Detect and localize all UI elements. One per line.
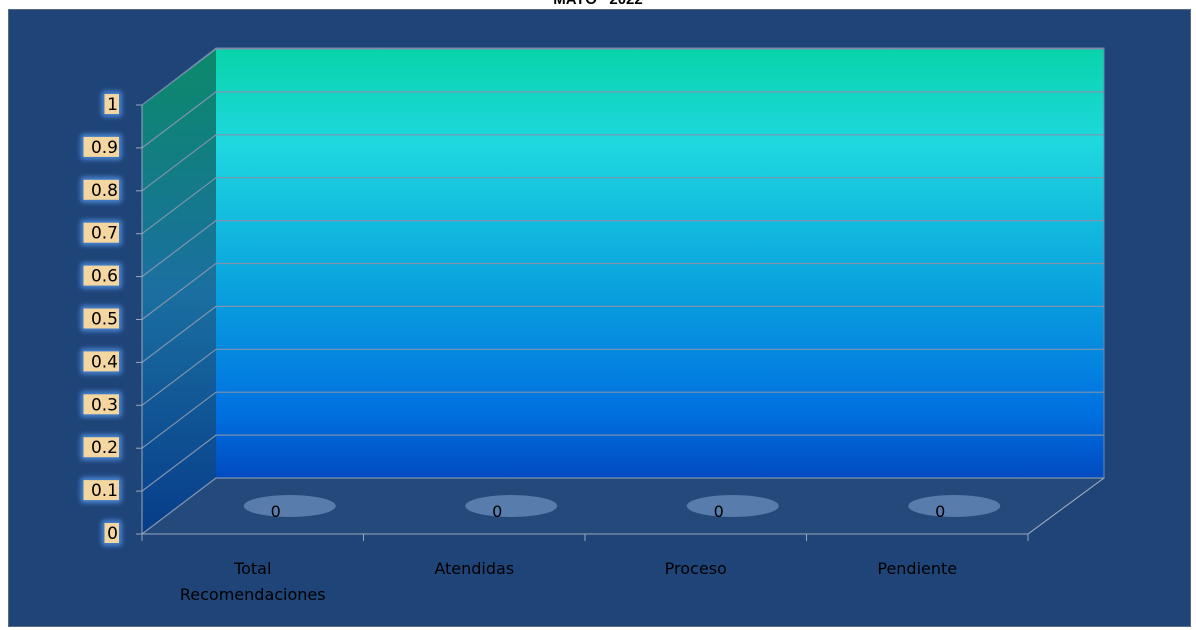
y-tick-bg xyxy=(83,394,119,415)
x-tick-label: Total Recomendaciones xyxy=(180,559,326,604)
bar xyxy=(908,495,1001,517)
gridline xyxy=(141,305,1104,363)
y-tick-label: 0.1 xyxy=(91,481,118,501)
y-tick-bg xyxy=(83,136,119,157)
gridline xyxy=(141,134,1104,192)
bar xyxy=(465,495,558,517)
y-tick-bg xyxy=(83,351,119,372)
y-tick-bg xyxy=(83,222,119,243)
bar xyxy=(243,495,336,517)
floor-edge xyxy=(1027,477,1105,535)
data-label: 0 xyxy=(935,502,945,521)
y-tick-label: 1 xyxy=(107,95,118,115)
bar xyxy=(686,495,779,517)
y-tick-bg xyxy=(83,437,119,458)
gridline xyxy=(141,477,1104,535)
y-tick-bg xyxy=(104,523,119,543)
y-tick-bg xyxy=(104,94,119,114)
y-tick-label: 0 xyxy=(107,524,118,544)
chart-title: MAYO 2022 xyxy=(0,0,1196,8)
data-label: 0 xyxy=(271,502,281,521)
y-tick-label: 0.5 xyxy=(91,310,118,330)
gridline xyxy=(141,391,1104,449)
gridline xyxy=(141,220,1104,278)
y-tick-bg xyxy=(83,265,119,286)
y-tick-label: 0.8 xyxy=(91,181,118,201)
data-label: 0 xyxy=(714,502,724,521)
y-tick-bg xyxy=(83,179,119,200)
gridline xyxy=(141,434,1104,492)
y-tick-bg xyxy=(83,308,119,329)
plot-edge xyxy=(141,47,1105,478)
x-tick-label: Atendidas xyxy=(434,559,514,578)
y-tick-label: 0.6 xyxy=(91,267,118,287)
gridline xyxy=(141,262,1104,320)
data-label: 0 xyxy=(492,502,502,521)
x-tick-label: Proceso xyxy=(665,559,727,578)
y-tick-label: 0.4 xyxy=(91,352,118,372)
y-tick-label: 0.9 xyxy=(91,138,118,158)
y-tick-bg xyxy=(83,480,119,501)
y-tick-label: 0.2 xyxy=(91,438,118,458)
gridline xyxy=(141,177,1104,235)
gridline xyxy=(141,91,1104,149)
y-tick-label: 0.7 xyxy=(91,224,118,244)
y-tick-label: 0.3 xyxy=(91,395,118,415)
gridline xyxy=(141,348,1104,406)
x-tick-label: Pendiente xyxy=(877,559,957,578)
